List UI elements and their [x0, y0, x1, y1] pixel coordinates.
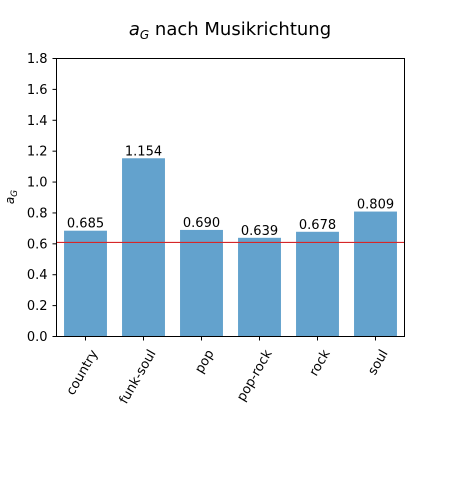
bar-pop-rock [238, 237, 281, 337]
y-tick-label: 0.2 [27, 299, 48, 314]
y-axis-label: aG [3, 190, 20, 204]
y-tick-label: 1.2 [27, 145, 48, 160]
bar-country [64, 230, 107, 337]
y-tick-label: 1.0 [27, 176, 48, 191]
y-tick-label: 0.4 [27, 268, 48, 283]
value-label: 0.690 [183, 216, 220, 231]
title-symbol: a [129, 19, 140, 40]
y-tick-label: 0.0 [27, 330, 48, 345]
value-label: 0.685 [67, 217, 104, 232]
title-subscript: G [140, 28, 149, 42]
y-tick-label: 1.4 [27, 114, 48, 129]
y-tick-label: 0.8 [27, 206, 48, 221]
value-labels-layer: 0.685 1.154 0.690 0.639 0.678 0.809 [67, 144, 394, 239]
y-axis-label-symbol: a [3, 197, 17, 204]
bar-rock [296, 231, 339, 337]
value-label: 0.678 [299, 218, 336, 233]
y-axis: 0.0 0.2 0.4 0.6 0.8 1.0 1.2 1.4 1.6 1.8 [27, 52, 57, 345]
title-text: nach Musikrichtung [149, 19, 331, 40]
bar-pop [180, 229, 223, 337]
chart-title: aG nach Musikrichtung [129, 19, 331, 42]
y-axis-label-subscript: G [10, 190, 20, 197]
y-tick-label: 0.6 [27, 237, 48, 252]
y-tick-label: 1.8 [27, 52, 48, 67]
value-label: 1.154 [125, 144, 162, 159]
bars-layer [64, 158, 397, 337]
value-label: 0.639 [241, 224, 278, 239]
bar-funk-soul [122, 158, 165, 337]
y-tick-label: 1.6 [27, 83, 48, 98]
plot-frame [56, 58, 405, 337]
bar-soul [354, 211, 397, 337]
value-label: 0.809 [357, 198, 394, 213]
